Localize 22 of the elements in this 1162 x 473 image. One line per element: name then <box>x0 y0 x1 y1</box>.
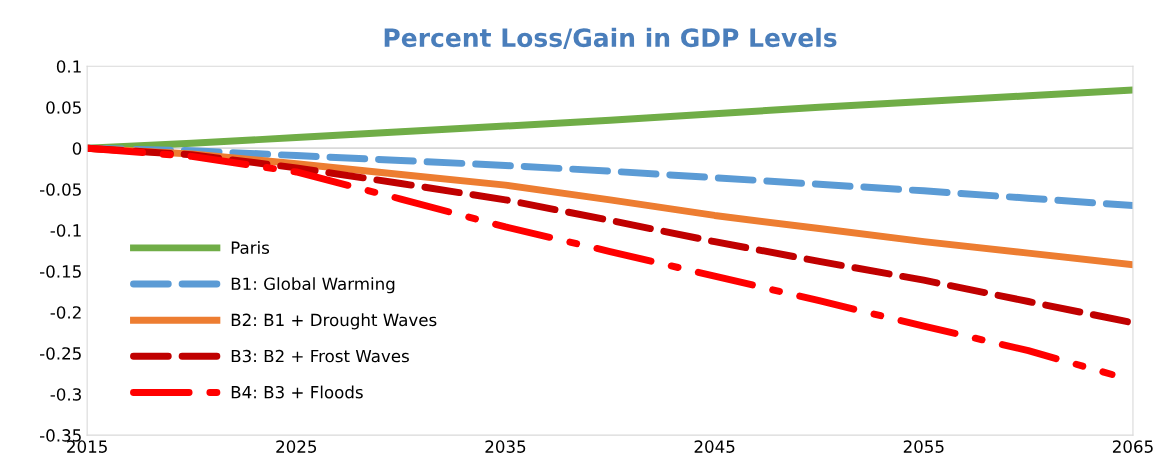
x-tick-label: 2045 <box>694 440 735 453</box>
y-tick-label: 0.05 <box>46 101 81 114</box>
y-tick-label: -0.15 <box>39 265 81 278</box>
y-tick-label: -0.35 <box>39 429 81 442</box>
y-tick-label: -0.2 <box>50 306 81 319</box>
legend-label: B4: B3 + Floods <box>231 385 363 399</box>
y-tick-label: -0.05 <box>39 183 81 196</box>
chart-title: Percent Loss/Gain in GDP Levels <box>384 27 837 50</box>
x-tick-label: 2035 <box>485 440 526 453</box>
x-tick-label: 2065 <box>1112 440 1153 453</box>
x-tick-label: 2015 <box>67 440 107 453</box>
y-tick-label: -0.3 <box>50 388 81 401</box>
y-tick-label: 0.1 <box>56 60 81 73</box>
y-tick-label: -0.25 <box>39 347 81 360</box>
legend-label: Paris <box>231 241 270 254</box>
legend-label: B2: B1 + Drought Waves <box>231 313 437 330</box>
x-tick-label: 2025 <box>276 440 317 453</box>
y-tick-label: 0 <box>72 142 82 155</box>
y-tick-label: -0.1 <box>50 224 81 237</box>
legend-label: B1: Global Warming <box>231 277 395 294</box>
legend-label: B3: B2 + Frost Waves <box>231 349 409 363</box>
x-tick-label: 2055 <box>903 440 944 453</box>
